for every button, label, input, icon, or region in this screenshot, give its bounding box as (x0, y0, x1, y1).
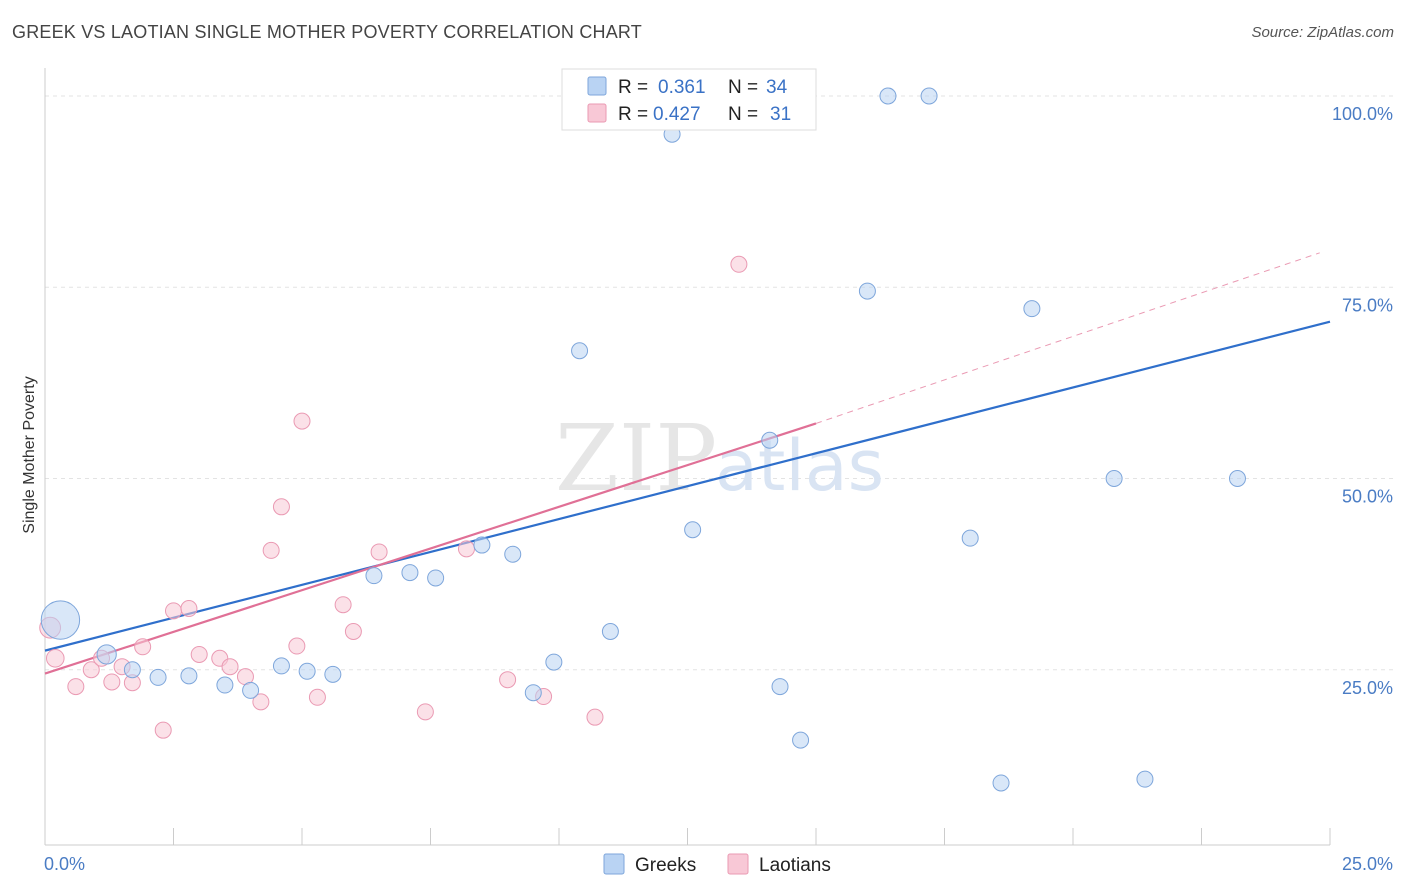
laotians-point-2 (67, 678, 85, 696)
legend-laotians-r-value: 0.427 (653, 104, 701, 125)
watermark-zip: ZIP (555, 405, 717, 512)
trend-lines (44, 252, 1331, 675)
laotians-point-9 (154, 721, 172, 739)
legend-laotians-r-label: R = (618, 104, 648, 125)
greeks-point-2 (123, 661, 141, 679)
laotians-point-12 (190, 645, 208, 663)
laotians-point-17 (262, 541, 280, 559)
axes (44, 68, 1331, 846)
greeks-point-14 (504, 545, 522, 563)
greeks-trend-line (44, 320, 1331, 652)
greeks-point-31 (1105, 470, 1123, 487)
greeks-point-17 (571, 342, 589, 360)
greeks-point-29 (992, 774, 1010, 792)
laotians-point-29 (586, 708, 604, 726)
bottom-legend-laotians: Laotians (759, 855, 831, 876)
y-tick-labels: 25.0% 50.0% 75.0% 100.0% (1332, 104, 1393, 698)
greeks-point-3 (149, 668, 167, 686)
greeks-point-12 (427, 569, 445, 587)
greeks-point-18 (601, 623, 619, 640)
laotians-point-22 (334, 596, 352, 614)
greeks-point-33 (1228, 470, 1246, 487)
greeks-point-30 (1023, 300, 1041, 318)
legend-greeks-n-value: 34 (766, 77, 788, 98)
legend-greeks-r-value: 0.361 (658, 77, 706, 98)
greeks-point-4 (180, 667, 198, 685)
laotians-point-20 (293, 412, 311, 430)
y-tick-label-0: 25.0% (1342, 678, 1393, 698)
greeks-point-8 (298, 662, 316, 680)
bottom-legend-swatch-laotians (727, 853, 749, 875)
laotians-point-5 (103, 673, 121, 691)
greeks-point-1 (96, 644, 117, 665)
y-tick-label-1: 50.0% (1342, 487, 1393, 507)
greeks-point-22 (761, 431, 779, 449)
greeks-point-25 (858, 282, 876, 300)
laotians-point-8 (134, 638, 152, 656)
greeks-point-21 (684, 521, 702, 539)
laotians-point-11 (180, 600, 198, 618)
laotians-point-14 (221, 658, 239, 676)
greeks-point-0 (40, 600, 81, 640)
y-axis-label: Single Mother Poverty (21, 376, 38, 533)
laotians-point-10 (165, 602, 182, 620)
laotians-trend-line (44, 422, 817, 675)
laotians-trend-extension (815, 252, 1320, 424)
watermark-atlas: atlas (715, 425, 884, 507)
greeks-point-27 (920, 87, 938, 105)
series-legend: Greeks Laotians (603, 853, 831, 876)
laotians-point-24 (370, 543, 388, 561)
laotians-point-26 (457, 540, 475, 558)
x-tick-label-0: 0.0% (44, 854, 85, 874)
source-credit: Source: ZipAtlas.com (1251, 24, 1394, 41)
greeks-point-10 (365, 567, 383, 585)
laotians-point-21 (308, 688, 326, 706)
laotians-point-1 (45, 648, 65, 668)
greeks-point-6 (242, 681, 260, 699)
laotians-point-16 (252, 693, 270, 711)
y-tick-label-2: 75.0% (1342, 295, 1393, 315)
laotians-point-23 (344, 623, 362, 640)
legend-greeks-n-label: N = (728, 77, 758, 98)
greeks-point-15 (524, 684, 542, 702)
bottom-legend-swatch-greeks (603, 853, 625, 875)
greeks-point-5 (216, 676, 234, 694)
greeks-point-13 (473, 536, 491, 554)
legend-laotians-n-value: 31 (770, 104, 791, 125)
legend-swatch-greeks (587, 76, 607, 96)
greeks-points (40, 87, 1246, 792)
greeks-point-16 (545, 653, 563, 671)
laotians-point-27 (499, 671, 517, 689)
laotians-point-25 (416, 703, 434, 721)
greeks-point-11 (401, 564, 419, 582)
greeks-point-32 (1136, 770, 1154, 788)
legend-greeks-r-label: R = (618, 77, 648, 98)
greeks-point-9 (324, 665, 342, 683)
greeks-point-24 (792, 731, 810, 749)
bottom-legend-greeks: Greeks (635, 855, 696, 876)
greeks-point-23 (771, 678, 789, 696)
laotians-point-19 (288, 637, 306, 655)
greeks-point-28 (961, 529, 979, 547)
legend-laotians-n-label: N = (728, 104, 758, 125)
laotians-point-18 (272, 498, 290, 516)
x-tick-labels: 0.0% 25.0% (44, 854, 1393, 874)
x-tick-label-1: 25.0% (1342, 854, 1393, 874)
y-tick-label-3: 100.0% (1332, 104, 1393, 124)
greeks-point-7 (272, 657, 290, 675)
greeks-point-26 (879, 87, 897, 105)
gridlines (45, 95, 1395, 671)
correlation-legend: R = 0.361 N = 34 R = 0.427 N = 31 (561, 68, 817, 131)
laotians-point-3 (82, 661, 100, 679)
legend-swatch-laotians (587, 103, 607, 123)
laotians-point-30 (730, 255, 748, 273)
chart-title: GREEK VS LAOTIAN SINGLE MOTHER POVERTY C… (12, 22, 642, 42)
